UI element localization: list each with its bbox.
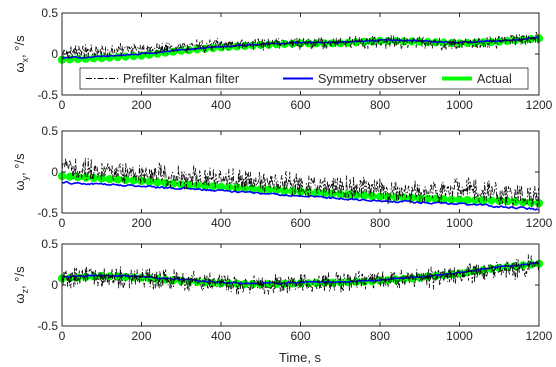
panel-omega-x: 0 200 400 600 800 1000 1200-0.500.5 ωx, °/s Pr… <box>12 6 553 112</box>
series-marker-actual <box>113 175 122 184</box>
x-tick-label: 0 <box>59 216 66 230</box>
series-layer <box>57 254 544 296</box>
series-marker-actual <box>153 178 162 187</box>
series-marker-actual <box>145 177 154 186</box>
y-axis-label: ωz, °/s <box>12 266 30 304</box>
y-tick-label: 0 <box>51 47 58 61</box>
series-marker-actual <box>208 44 218 53</box>
x-tick-label: 600 <box>290 216 310 230</box>
legend-label-symmetry-observer: Symmetry observer <box>318 72 426 86</box>
series-marker-actual <box>65 172 75 181</box>
panel-omega-z: 0 200 400 600 800 1000 1200-0.500.5 ωz, °/s Ti… <box>12 237 553 365</box>
x-axis-label: Time, s <box>279 350 322 365</box>
x-tick-label: 200 <box>131 98 151 112</box>
y-tick-label: 0.5 <box>41 6 58 20</box>
series-marker-actual <box>193 181 202 190</box>
series-line-prefilter-kalman-filter <box>61 254 540 296</box>
series-marker-actual <box>368 192 377 201</box>
x-tick-label: 800 <box>370 216 390 230</box>
y-tick-label: 0 <box>51 165 58 179</box>
x-tick-label: 1000 <box>446 329 473 343</box>
series-line-symmetry-observer <box>61 180 540 211</box>
series-line-symmetry-observer <box>61 36 539 60</box>
series-marker-actual <box>375 192 385 201</box>
series-marker-actual <box>463 195 472 205</box>
y-tick-label: -0.5 <box>37 88 58 102</box>
y-tick-label: 0.5 <box>41 124 58 138</box>
y-axis-label: ωy, °/s <box>12 153 30 191</box>
series-marker-actual <box>510 197 520 206</box>
panel-omega-y: 0 200 400 600 800 1000 1200-0.500.5 ωy, °/s <box>12 124 553 230</box>
x-tick-label: 400 <box>211 216 231 230</box>
series-layer <box>57 31 544 64</box>
axis-ticks: 0 200 400 600 800 1000 1200-0.500.5 <box>37 124 552 230</box>
x-tick-label: 200 <box>131 216 151 230</box>
series-marker-actual <box>264 185 273 194</box>
axis-ticks: 0 200 400 600 800 1000 1200-0.500.5 <box>37 237 552 343</box>
x-tick-label: 800 <box>370 98 390 112</box>
series-marker-actual <box>471 196 480 205</box>
series-marker-actual <box>447 195 456 204</box>
x-tick-label: 1200 <box>526 216 553 230</box>
x-tick-label: 1000 <box>446 216 473 230</box>
axis-ticks: 0 200 400 600 800 1000 1200-0.500.5 <box>37 6 552 112</box>
x-tick-label: 0 <box>59 329 66 343</box>
series-marker-actual <box>344 190 353 199</box>
x-tick-label: 1200 <box>526 98 553 112</box>
x-tick-label: 400 <box>211 329 231 343</box>
y-axis-label: ωx, °/s <box>12 35 30 73</box>
x-tick-label: 1200 <box>526 329 553 343</box>
series-marker-actual <box>105 175 114 184</box>
series-marker-actual <box>487 196 496 205</box>
x-tick-label: 1000 <box>446 98 473 112</box>
x-tick-label: 800 <box>370 329 390 343</box>
y-tick-label: 0.5 <box>41 237 58 251</box>
series-line-prefilter-kalman-filter <box>61 31 540 59</box>
x-tick-label: 600 <box>290 98 310 112</box>
series-marker-actual <box>145 50 154 59</box>
y-tick-label: -0.5 <box>37 206 58 220</box>
legend-label-prefilter-kalman: Prefilter Kalman filter <box>123 72 239 86</box>
legend: Prefilter Kalman filter Symmetry observe… <box>79 67 529 90</box>
series-marker-actual <box>232 183 241 192</box>
legend-label-actual: Actual <box>477 72 512 86</box>
x-tick-label: 200 <box>131 329 151 343</box>
x-tick-label: 600 <box>290 329 310 343</box>
series-layer <box>57 157 544 211</box>
y-tick-label: 0 <box>51 278 58 292</box>
y-tick-label: -0.5 <box>37 319 58 333</box>
x-tick-label: 400 <box>211 98 231 112</box>
x-tick-label: 0 <box>59 98 66 112</box>
